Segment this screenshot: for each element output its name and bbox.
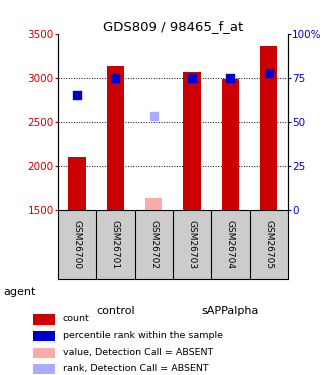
Text: value, Detection Call = ABSENT: value, Detection Call = ABSENT bbox=[63, 348, 213, 357]
Text: GSM26703: GSM26703 bbox=[188, 220, 197, 269]
Title: GDS809 / 98465_f_at: GDS809 / 98465_f_at bbox=[103, 20, 243, 33]
Point bbox=[189, 75, 195, 81]
Text: rank, Detection Call = ABSENT: rank, Detection Call = ABSENT bbox=[63, 364, 209, 373]
Text: GSM26705: GSM26705 bbox=[264, 220, 273, 269]
Bar bbox=[145, 198, 163, 210]
Text: GSM26700: GSM26700 bbox=[72, 220, 82, 269]
Text: control: control bbox=[96, 306, 135, 316]
Text: GSM26704: GSM26704 bbox=[226, 220, 235, 269]
Point bbox=[266, 70, 271, 76]
Point bbox=[113, 75, 118, 81]
Point bbox=[151, 113, 157, 119]
Text: percentile rank within the sample: percentile rank within the sample bbox=[63, 331, 223, 340]
Text: GSM26701: GSM26701 bbox=[111, 220, 120, 269]
Text: GSM26702: GSM26702 bbox=[149, 220, 158, 269]
Text: count: count bbox=[63, 314, 90, 323]
Text: sAPPalpha: sAPPalpha bbox=[202, 306, 259, 316]
Bar bbox=[69, 157, 86, 210]
Bar bbox=[33, 348, 55, 358]
Point bbox=[228, 75, 233, 81]
Bar bbox=[222, 79, 239, 210]
Point bbox=[74, 93, 80, 99]
Bar bbox=[33, 364, 55, 374]
Bar bbox=[183, 72, 201, 210]
Text: agent: agent bbox=[3, 286, 36, 297]
Bar bbox=[260, 46, 277, 210]
Bar bbox=[33, 331, 55, 341]
Bar bbox=[33, 314, 55, 325]
Bar bbox=[107, 66, 124, 210]
